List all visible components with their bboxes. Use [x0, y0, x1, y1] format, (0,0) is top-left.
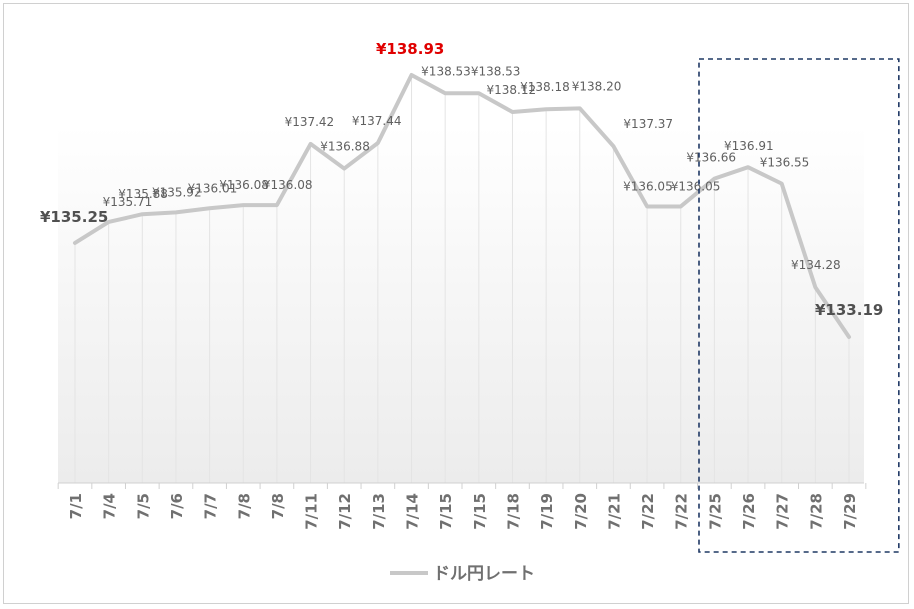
data-label: ¥138.18: [520, 80, 570, 94]
x-tick-label: 7/15: [471, 493, 489, 530]
data-label: ¥137.44: [352, 114, 402, 128]
data-label: ¥136.91: [724, 139, 774, 153]
data-label: ¥138.12: [486, 83, 536, 97]
x-axis-labels: 7/1 7/4 7/5 7/6 7/7 7/8 7/8 7/11 7/12 7/13 7/14 7/1…: [67, 493, 859, 530]
data-label: ¥138.53: [421, 64, 471, 78]
data-label: ¥138.53: [471, 64, 521, 78]
x-tick-label: 7/18: [504, 493, 522, 530]
data-label: ¥135.71: [103, 195, 153, 209]
data-label: ¥135.92: [152, 185, 202, 199]
x-tick-label: 7/15: [437, 493, 455, 530]
data-label: ¥135.25: [40, 208, 108, 226]
x-tick-label: 7/13: [370, 493, 388, 530]
x-tick-label: 7/6: [168, 493, 186, 519]
data-label: ¥136.88: [320, 140, 370, 154]
highlight-layer: [698, 58, 900, 553]
data-label: ¥136.08: [219, 178, 269, 192]
x-tick-label: 7/8: [269, 493, 287, 519]
x-tick-label: 7/11: [303, 493, 321, 530]
x-tick-label: 7/26: [740, 493, 758, 530]
series-line: [73, 73, 851, 339]
series-layer: [73, 73, 851, 339]
x-tick-label: 7/12: [336, 493, 354, 530]
data-label: ¥135.88: [118, 187, 168, 201]
drop-lines: [74, 75, 850, 483]
data-label: ¥136.55: [760, 156, 810, 170]
legend-label: ドル円レート: [433, 564, 535, 584]
x-tick-label: 7/22: [673, 493, 691, 530]
highlight-box: [698, 58, 900, 553]
data-label: ¥136.05: [671, 179, 721, 193]
x-tick-label: 7/25: [706, 493, 724, 530]
x-tick-label: 7/21: [605, 493, 623, 530]
x-tick-label: 7/19: [538, 493, 556, 530]
data-label: ¥137.42: [285, 115, 335, 129]
x-tick-label: 7/7: [202, 493, 220, 519]
data-label: ¥137.37: [623, 117, 673, 131]
data-label: ¥136.08: [263, 178, 313, 192]
data-label: ¥136.05: [623, 179, 673, 193]
x-tick-label: 7/27: [774, 493, 792, 530]
x-tick-label: 7/20: [572, 493, 590, 530]
data-label: ¥138.93: [376, 40, 444, 58]
x-axis-ticks: [57, 483, 867, 489]
x-tick-label: 7/14: [404, 493, 422, 530]
x-tick-label: 7/5: [134, 493, 152, 519]
data-label: ¥134.28: [791, 258, 841, 272]
plot-area-background: [58, 125, 864, 483]
data-label: ¥138.20: [572, 79, 622, 93]
x-tick-label: 7/28: [807, 493, 825, 530]
x-tick-label: 7/29: [841, 493, 859, 530]
data-label: ¥133.19: [815, 301, 883, 319]
x-tick-label: 7/4: [101, 493, 119, 519]
x-tick-label: 7/8: [235, 493, 253, 519]
legend: ドル円レート: [390, 564, 535, 584]
data-label: ¥136.01: [188, 181, 238, 195]
x-tick-label: 7/22: [639, 493, 657, 530]
x-tick-label: 7/1: [67, 493, 85, 519]
